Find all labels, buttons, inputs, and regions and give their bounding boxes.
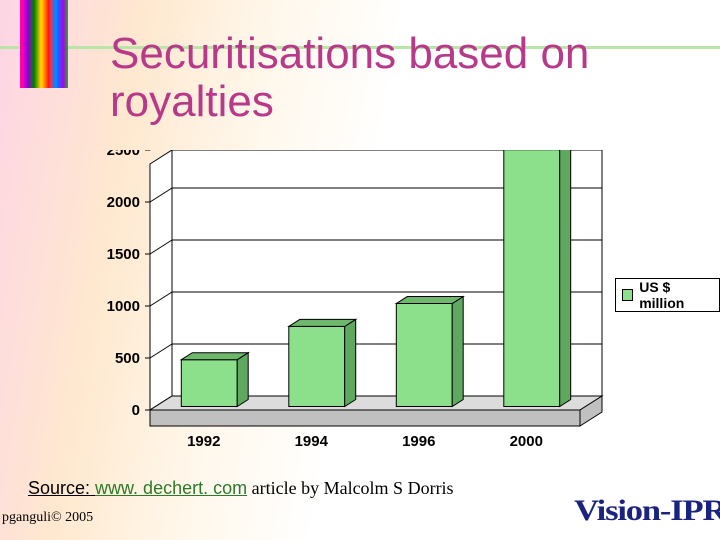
decorative-left-bar [20,0,68,88]
slide-title: Securitisations based on royalties [110,30,690,127]
svg-text:500: 500 [115,350,140,367]
svg-text:2500: 2500 [107,150,140,159]
svg-text:1000: 1000 [107,298,140,315]
chart-legend: US $ million [615,278,720,312]
source-link[interactable]: www. dechert. com [95,478,247,498]
legend-swatch [622,289,633,301]
legend-label: US $ million [639,279,713,311]
svg-text:0: 0 [132,402,140,419]
svg-text:1992: 1992 [187,433,220,450]
source-suffix: article by Malcolm S Dorris [247,478,453,498]
source-prefix: Source: [28,478,95,498]
svg-text:2000: 2000 [107,194,140,211]
source-line: Source: www. dechert. com article by Mal… [28,478,454,499]
bar-chart: 0 500 1000 1500 2000 2500 1992 1994 1996 2000 [90,150,690,450]
svg-text:1996: 1996 [402,433,435,450]
svg-text:1500: 1500 [107,246,140,263]
copyright: pganguli© 2005 [2,510,93,526]
svg-text:1994: 1994 [295,433,329,450]
chart-svg: 0 500 1000 1500 2000 2500 1992 1994 1996 2000 [90,150,690,450]
svg-text:2000: 2000 [510,433,543,450]
brand-logo: Vision-IPR [574,494,720,528]
